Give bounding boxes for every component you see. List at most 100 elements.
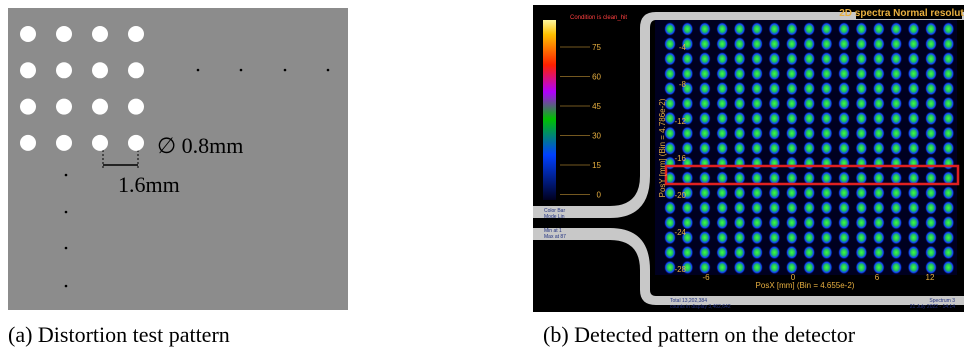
spot (681, 126, 693, 140)
spot (664, 201, 676, 215)
hole (56, 99, 72, 115)
spot (855, 126, 867, 140)
spot (734, 126, 746, 140)
spot (681, 97, 693, 111)
x-tick-label: 0 (791, 273, 796, 282)
spot (855, 246, 867, 260)
spot (838, 67, 850, 81)
small-hole (240, 69, 243, 72)
spot (699, 141, 711, 155)
spot (890, 37, 902, 51)
spot (681, 201, 693, 215)
spot (942, 231, 954, 245)
spot (821, 216, 833, 230)
spot (821, 82, 833, 96)
spot (751, 231, 763, 245)
hole (20, 26, 36, 42)
spot (716, 186, 728, 200)
spot (855, 141, 867, 155)
spot (855, 231, 867, 245)
spot (855, 37, 867, 51)
spot (942, 97, 954, 111)
spot (786, 201, 798, 215)
spot (838, 216, 850, 230)
spot (786, 97, 798, 111)
spot (786, 216, 798, 230)
spot (908, 126, 920, 140)
spot (768, 97, 780, 111)
spot (942, 82, 954, 96)
spot (664, 246, 676, 260)
spot (768, 111, 780, 125)
panel-a: ∅ 0.8mm 1.6mm (a) Distortion test patter… (8, 8, 348, 347)
spot (838, 126, 850, 140)
spot (890, 22, 902, 36)
spot (716, 22, 728, 36)
hole (20, 62, 36, 78)
spot (716, 231, 728, 245)
spot (768, 82, 780, 96)
spot (873, 246, 885, 260)
spot (873, 156, 885, 170)
title: 2D spectra Normal resolution (839, 8, 964, 19)
spot (786, 231, 798, 245)
spot (890, 260, 902, 274)
small-hole (284, 69, 287, 72)
info-text: Max at 87 (544, 234, 566, 240)
spot (803, 141, 815, 155)
spot (873, 201, 885, 215)
spot (803, 52, 815, 66)
spot (768, 216, 780, 230)
figure: ∅ 0.8mm 1.6mm (a) Distortion test patter… (0, 0, 964, 356)
spot (768, 52, 780, 66)
spot (699, 97, 711, 111)
spot (838, 82, 850, 96)
spot (681, 22, 693, 36)
spot (855, 216, 867, 230)
spot (699, 216, 711, 230)
spot (786, 37, 798, 51)
spot (803, 216, 815, 230)
hole (56, 135, 72, 151)
spot (803, 260, 815, 274)
spot (855, 52, 867, 66)
spot (821, 22, 833, 36)
hole (92, 99, 108, 115)
x-tick-label: 12 (926, 273, 935, 282)
spot (908, 37, 920, 51)
spot (803, 231, 815, 245)
spot (873, 126, 885, 140)
spot (855, 67, 867, 81)
hole (128, 26, 144, 42)
spot (751, 37, 763, 51)
small-hole (65, 247, 68, 250)
spot (942, 156, 954, 170)
spot (908, 22, 920, 36)
spot (716, 246, 728, 260)
small-hole (197, 69, 200, 72)
y-label: PosY [mm] (Bin = 4.786e-2) (658, 98, 667, 197)
spot (699, 67, 711, 81)
spot (716, 141, 728, 155)
spot (751, 126, 763, 140)
spot (803, 186, 815, 200)
spot (786, 67, 798, 81)
hole (92, 62, 108, 78)
small-hole (327, 69, 330, 72)
caption: (b) Detected pattern on the detector (543, 322, 856, 347)
spot (786, 126, 798, 140)
spot (908, 246, 920, 260)
spot (699, 246, 711, 260)
spot (768, 260, 780, 274)
spot (908, 52, 920, 66)
spot (664, 37, 676, 51)
spot (751, 246, 763, 260)
colorbar-tick-label: 75 (592, 43, 601, 52)
spot (925, 97, 937, 111)
spot (681, 67, 693, 81)
spot (768, 141, 780, 155)
spot (890, 216, 902, 230)
spot (716, 52, 728, 66)
spot (734, 97, 746, 111)
small-hole (65, 211, 68, 214)
